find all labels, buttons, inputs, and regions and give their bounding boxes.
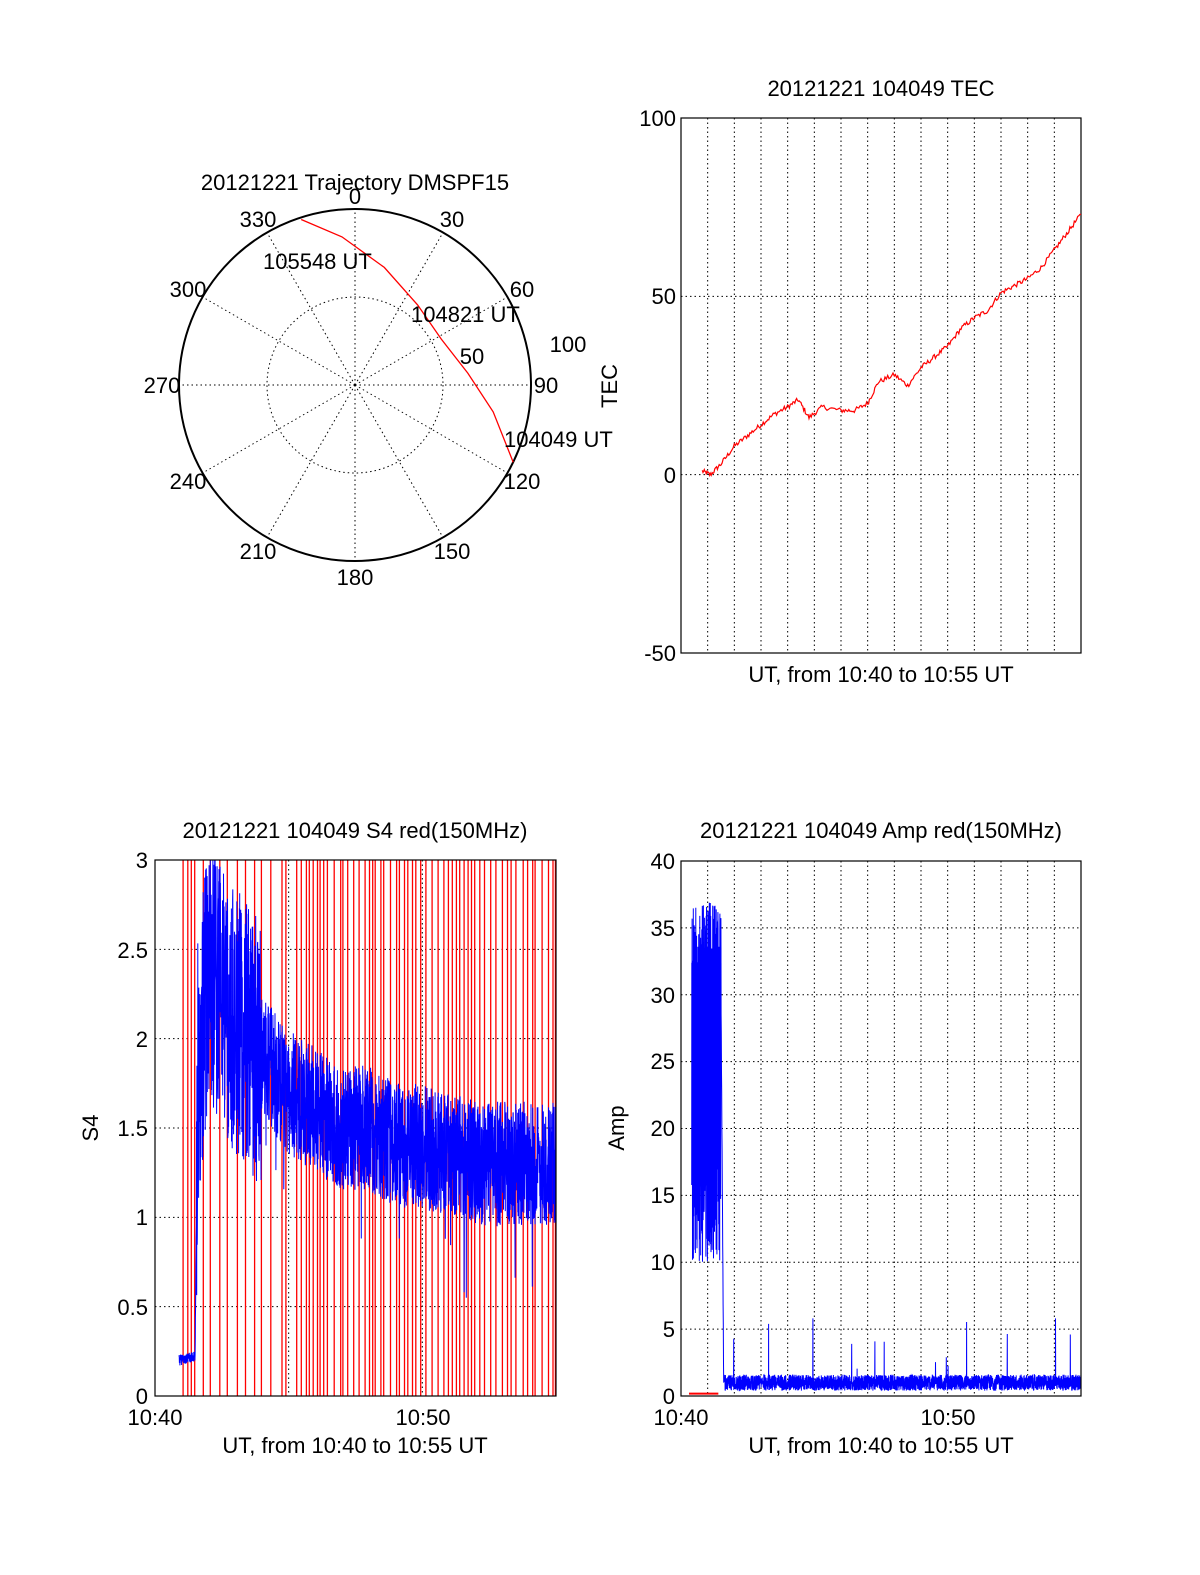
tec-title: 20121221 104049 TEC bbox=[767, 76, 994, 101]
angle-label-240: 240 bbox=[170, 469, 207, 494]
annotation-start-time: 104049 UT bbox=[504, 427, 613, 452]
amp-title: 20121221 104049 Amp red(150MHz) bbox=[700, 818, 1062, 843]
s4-xtick-1050: 10:50 bbox=[395, 1405, 450, 1430]
s4-xtick-1040: 10:40 bbox=[127, 1405, 182, 1430]
amp-ytick-35: 35 bbox=[651, 916, 675, 941]
annotation-mid-time: 104821 UT bbox=[411, 302, 520, 327]
angle-label-180: 180 bbox=[337, 565, 374, 590]
amp-blue-series bbox=[691, 902, 1082, 1392]
angle-label-270: 270 bbox=[144, 373, 181, 398]
polar-spoke-150 bbox=[354, 384, 444, 538]
tec-ytick-0: 0 bbox=[664, 463, 676, 488]
amp-ytick-25: 25 bbox=[651, 1049, 675, 1074]
amp-xlabel: UT, from 10:40 to 10:55 UT bbox=[748, 1433, 1013, 1458]
polar-outer-ring bbox=[178, 208, 532, 562]
s4-ytick-1.5: 1.5 bbox=[117, 1116, 148, 1141]
amp-ytick-0: 0 bbox=[663, 1384, 675, 1409]
angle-label-90: 90 bbox=[534, 373, 558, 398]
s4-ytick-0.5: 0.5 bbox=[117, 1295, 148, 1320]
s4-xlabel: UT, from 10:40 to 10:55 UT bbox=[222, 1433, 487, 1458]
amp-xtick-1040: 10:40 bbox=[653, 1405, 708, 1430]
s4-blue-series bbox=[178, 859, 557, 1366]
tec-xlabel: UT, from 10:40 to 10:55 UT bbox=[748, 662, 1013, 687]
polar-grid bbox=[179, 209, 531, 561]
tec-ytick-minus50: -50 bbox=[644, 641, 676, 666]
amp-panel: 20121221 104049 Amp red(150MHz) 40 35 30… bbox=[604, 818, 1082, 1458]
tec-panel: 20121221 104049 TEC 100 50 0 -50 TEC UT,… bbox=[597, 76, 1082, 687]
polar-spoke-300 bbox=[202, 296, 356, 386]
trajectory-panel: 20121221 Trajectory DMSPF15 0 30 60 90 1… bbox=[144, 170, 613, 590]
amp-ytick-20: 20 bbox=[651, 1116, 675, 1141]
tec-ytick-100: 100 bbox=[639, 106, 676, 131]
amp-ytick-15: 15 bbox=[651, 1183, 675, 1208]
annotation-end-time: 105548 UT bbox=[263, 249, 372, 274]
s4-ytick-2: 2 bbox=[136, 1027, 148, 1052]
s4-panel: 20121221 104049 S4 red(150MHz) 3 2.5 2 1… bbox=[78, 818, 557, 1458]
tec-grid bbox=[681, 118, 1081, 653]
s4-frame bbox=[154, 859, 557, 1397]
s4-title: 20121221 104049 S4 red(150MHz) bbox=[183, 818, 528, 843]
trajectory-line bbox=[300, 218, 514, 463]
tec-series-line bbox=[701, 213, 1082, 478]
polar-spoke-210 bbox=[266, 384, 356, 538]
radius-label-50: 50 bbox=[460, 344, 484, 369]
angle-label-0: 0 bbox=[349, 184, 361, 209]
angle-label-330: 330 bbox=[240, 207, 277, 232]
s4-ytick-1: 1 bbox=[136, 1205, 148, 1230]
tec-ylabel: TEC bbox=[597, 364, 622, 408]
angle-label-30: 30 bbox=[440, 207, 464, 232]
s4-ytick-3: 3 bbox=[136, 848, 148, 873]
amp-ytick-10: 10 bbox=[651, 1250, 675, 1275]
amp-ytick-30: 30 bbox=[651, 983, 675, 1008]
amp-grid bbox=[681, 861, 1081, 1396]
angle-label-300: 300 bbox=[170, 277, 207, 302]
amp-xtick-1050: 10:50 bbox=[920, 1405, 975, 1430]
angle-label-120: 120 bbox=[504, 469, 541, 494]
amp-ylabel: Amp bbox=[604, 1105, 629, 1150]
angle-label-150: 150 bbox=[434, 539, 471, 564]
polar-ring-50 bbox=[266, 296, 444, 474]
polar-angle-labels: 0 30 60 90 120 150 180 210 240 270 300 3… bbox=[144, 184, 559, 590]
trajectory-title: 20121221 Trajectory DMSPF15 bbox=[201, 170, 509, 195]
amp-frame bbox=[680, 860, 1082, 1397]
amp-ytick-40: 40 bbox=[651, 849, 675, 874]
tec-frame bbox=[680, 117, 1082, 654]
s4-ytick-0: 0 bbox=[136, 1384, 148, 1409]
amp-ytick-5: 5 bbox=[663, 1317, 675, 1342]
angle-label-210: 210 bbox=[240, 539, 277, 564]
angle-label-60: 60 bbox=[510, 277, 534, 302]
radius-label-100: 100 bbox=[550, 332, 587, 357]
s4-ylabel: S4 bbox=[78, 1115, 103, 1142]
tec-ytick-50: 50 bbox=[652, 284, 676, 309]
s4-ytick-2.5: 2.5 bbox=[117, 938, 148, 963]
